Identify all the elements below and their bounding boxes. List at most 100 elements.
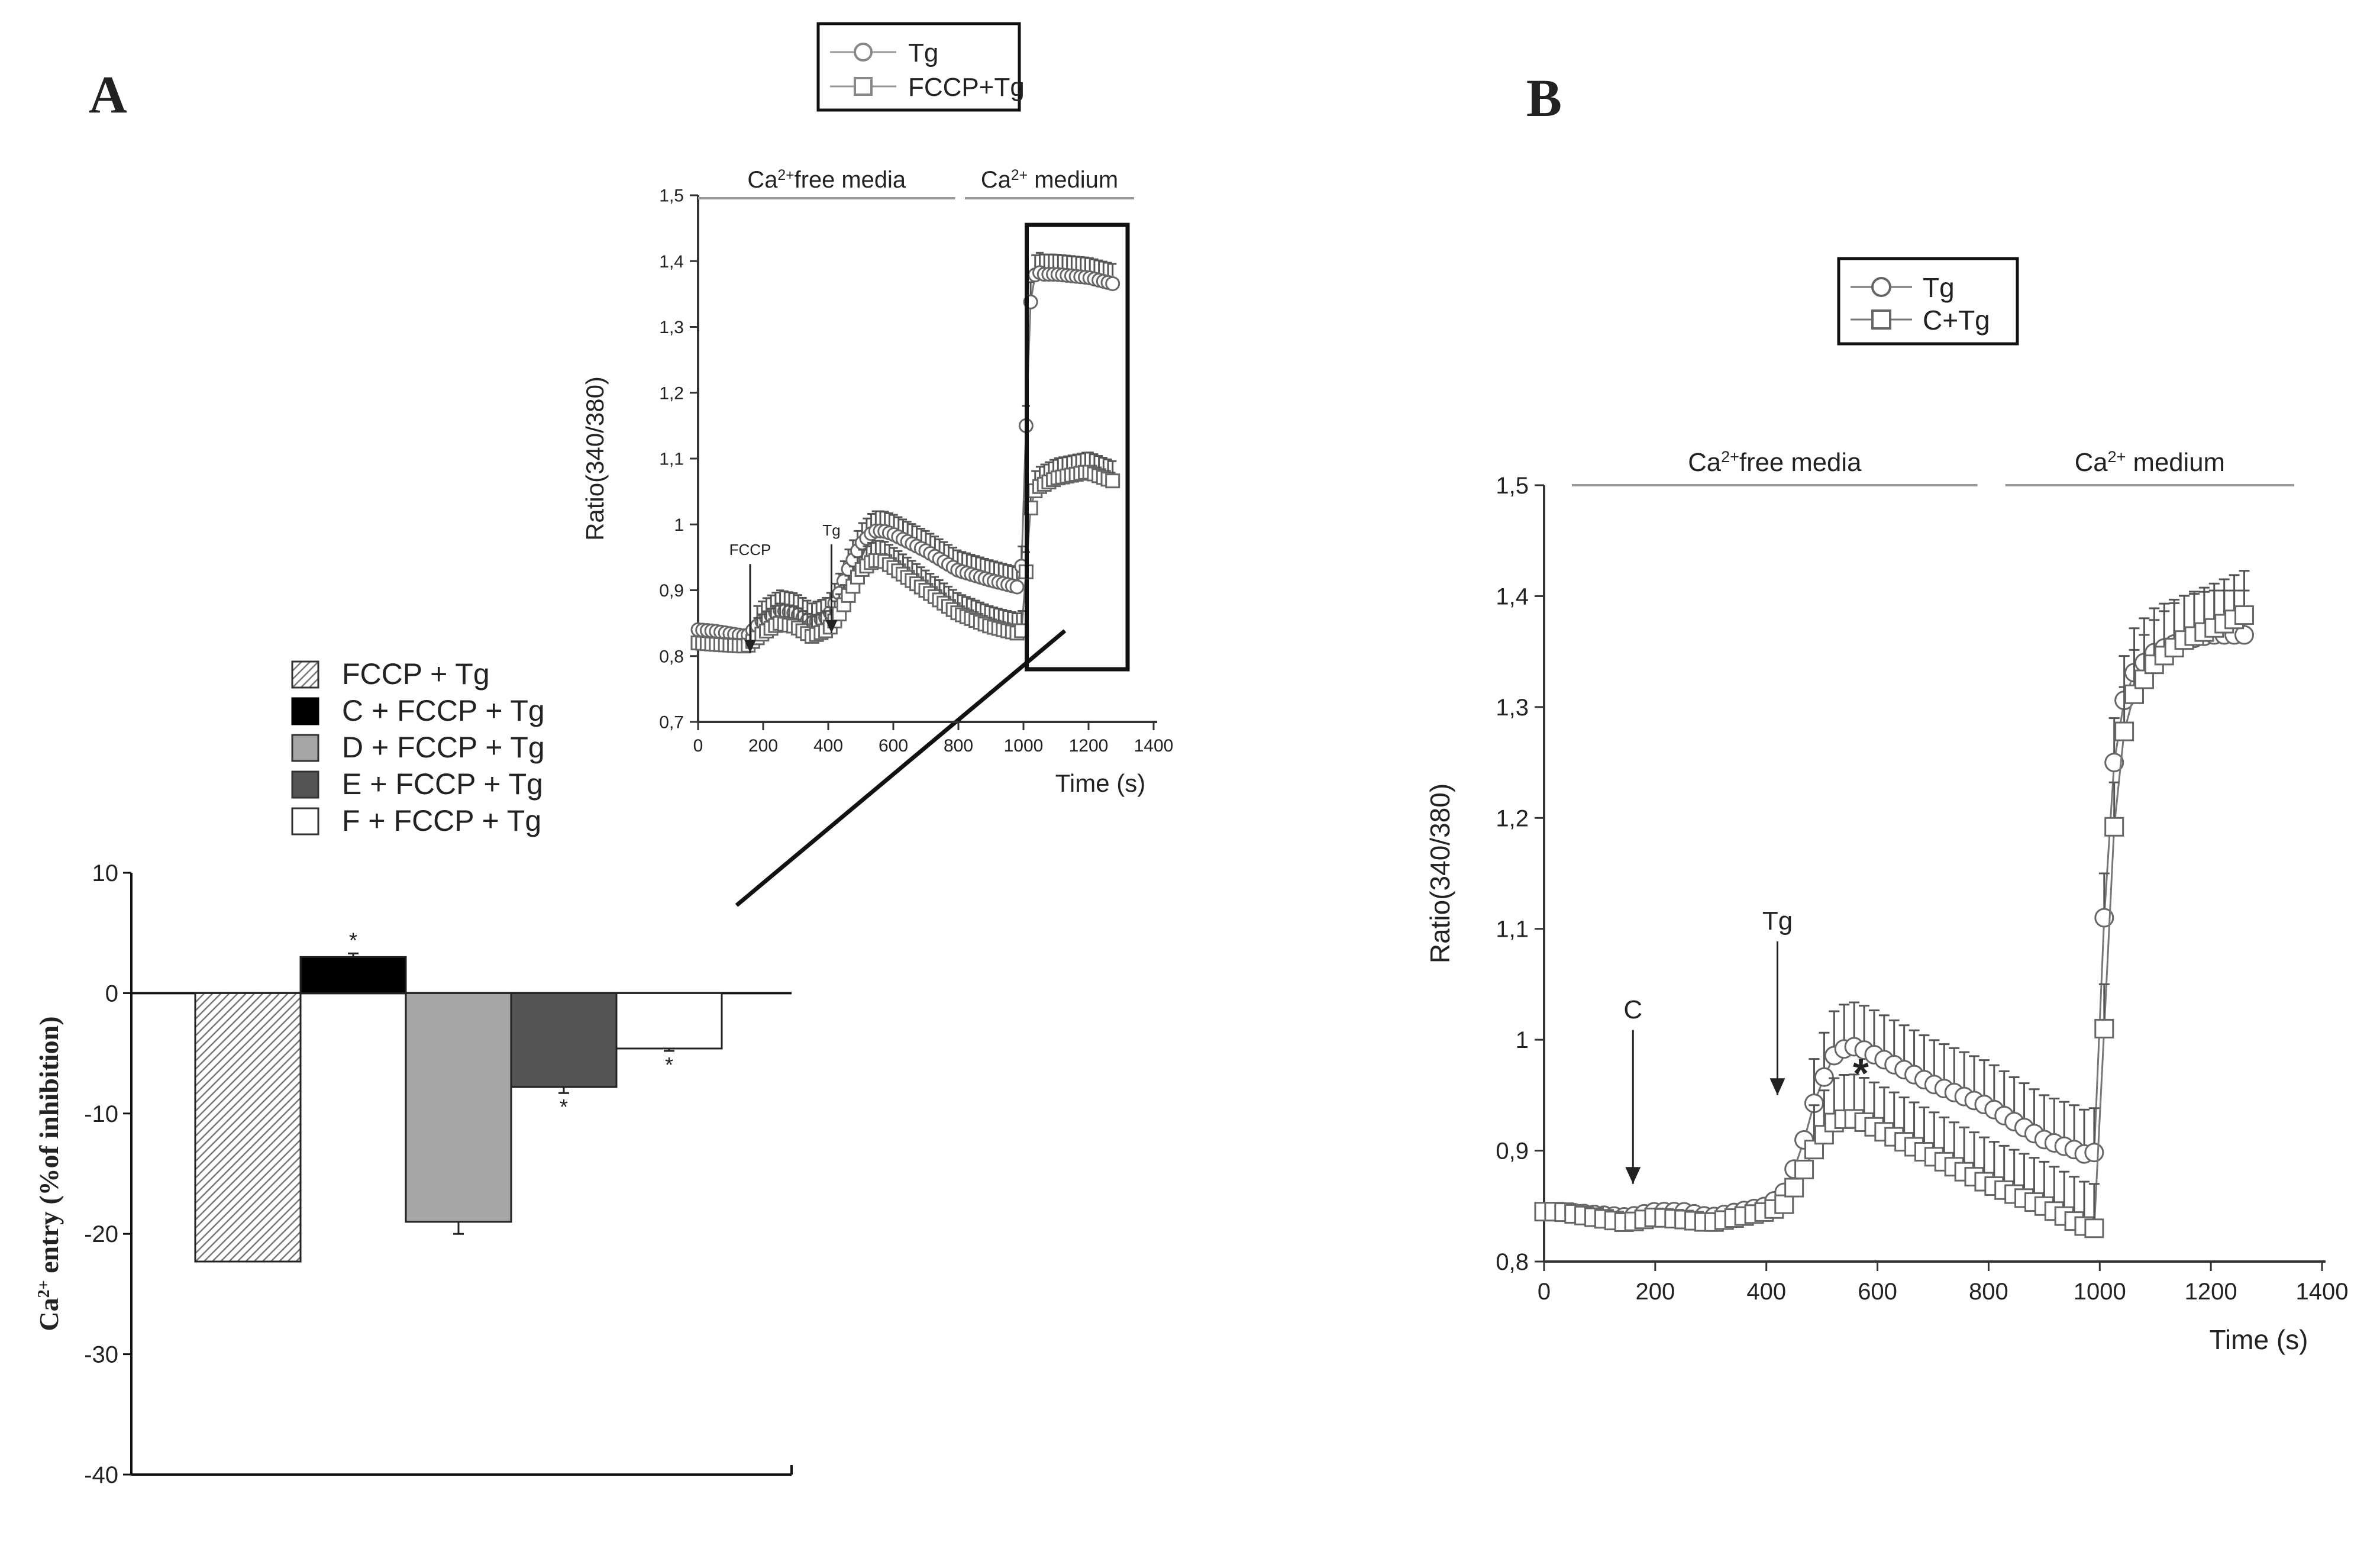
inset-y-tick-label: 1,4: [659, 252, 684, 272]
bar-y-tick-label: -20: [84, 1221, 118, 1247]
panelB-period-ca: Ca: [2075, 448, 2108, 477]
panelB-y-tick-label: 1: [1516, 1027, 1529, 1053]
bar-legend-swatch-4: [291, 770, 319, 799]
panelB-x-tick-label: 0: [1538, 1279, 1551, 1305]
panelB-point-0: [2084, 1143, 2104, 1163]
inset-point-0: [1009, 579, 1025, 595]
panelB-significance-star: *: [1853, 1050, 1869, 1096]
inset-point-0: [1105, 276, 1120, 291]
panelB-point-0: [2104, 753, 2124, 773]
bar-legend-swatch-3: [291, 734, 319, 762]
bar-plot: 10 0 -10 -20 -30 -40 Ca2+ entry (%of inhibitio…: [34, 860, 793, 1488]
inset-plot: 0,7 0,8 0,9 1 1,1 1,2 1,3 1,4 1,5 0 200 400 600 800 10…: [581, 167, 1173, 797]
panelB-x-tick-label: 1200: [2185, 1279, 2237, 1305]
inset-y-tick-label: 1,5: [659, 186, 684, 206]
bar-4: [510, 992, 618, 1088]
bar-legend-swatch-5: [291, 807, 319, 836]
panelB-x-tick-label: 1400: [2296, 1279, 2349, 1305]
panelB-x-tick-label: 1000: [2074, 1279, 2126, 1305]
inset-x-axis-label: Time (s): [1055, 769, 1145, 797]
inset-legend-label-tg: Tg: [908, 38, 938, 67]
panelB-point-0: [2234, 625, 2254, 645]
legend-square-icon: [1871, 309, 1891, 330]
panelB-x-tick-label: 400: [1746, 1279, 1786, 1305]
panelB-point-1: [2094, 1018, 2114, 1038]
inset-period-label-1: Ca2+ medium: [981, 167, 1118, 193]
panelB-period-sup: 2+: [2108, 447, 2126, 466]
panelB-annotation-label: C: [1623, 995, 1642, 1024]
panelB-y-tick-label: 1,1: [1496, 917, 1529, 943]
panelB-y-axis-label: Ratio(340/380): [1425, 783, 1455, 963]
inset-period-rest: free media: [795, 167, 906, 193]
panelB-y-tick-label: 0,8: [1496, 1249, 1529, 1275]
panelB-legend: Tg C+Tg: [1837, 257, 2019, 346]
inset-x-tick-label: 1200: [1069, 736, 1109, 756]
bar-legend-label-2: C + FCCP + Tg: [342, 694, 545, 727]
inset-y-tick-label: 0,7: [659, 713, 684, 733]
inset-x-tick-label: 1400: [1134, 736, 1174, 756]
bar-legend-swatch-2: [291, 697, 319, 725]
bar-y-tick-label: 0: [105, 980, 118, 1007]
inset-period-sup: 2+: [1011, 167, 1028, 183]
inset-period-rest: medium: [1028, 167, 1118, 193]
inset-arrow-head: [825, 620, 838, 633]
legend-circle-icon: [1871, 277, 1891, 297]
panelB-point-1: [1974, 1172, 1994, 1192]
inset-y-tick-label: 0,8: [659, 647, 684, 666]
panelB-point-1: [2104, 817, 2124, 837]
panelB-annotation-label: Tg: [1762, 907, 1793, 936]
legend-circle-icon: [854, 43, 873, 62]
inset-period-sup: 2+: [777, 167, 794, 183]
bar-legend-swatch-1: [291, 660, 319, 689]
bar-significance-star: *: [560, 1095, 568, 1119]
bar-y-axis-label-part: Ca: [34, 1298, 64, 1331]
panelB-x-tick-label: 200: [1635, 1279, 1675, 1305]
bar-y-tick-label: 10: [92, 860, 119, 886]
inset-annotation-label: FCCP: [729, 541, 771, 559]
zoom-connector-line: [735, 629, 1067, 907]
panelB-period-sup: 2+: [1721, 447, 1739, 466]
panelB-period-label-1: Ca2+ medium: [2075, 447, 2225, 478]
panel-label-b: B: [1526, 69, 1562, 128]
bar-y-tick-label: -40: [84, 1462, 118, 1488]
panelB-x-axis-label: Time (s): [2210, 1324, 2308, 1355]
inset-y-axis-label: Ratio(340/380): [581, 376, 609, 541]
panelB-arrow-head: [1769, 1078, 1785, 1095]
bar-legend: FCCP + Tg C + FCCP + Tg D + FCCP + Tg E …: [291, 657, 545, 837]
panelB-x-tick-label: 800: [1969, 1279, 2008, 1305]
panelB-point-1: [1914, 1141, 1934, 1162]
inset-x-tick-label: 600: [879, 736, 908, 756]
panelB-y-tick-label: 1,3: [1496, 695, 1529, 721]
inset-legend-label-fccp-tg: FCCP+Tg: [908, 73, 1025, 102]
panelB-period-label-0: Ca2+free media: [1688, 447, 1862, 478]
panelB-x-tick-label: 600: [1858, 1279, 1897, 1305]
inset-x-tick-label: 800: [944, 736, 973, 756]
bar-y-axis-label-part: entry (%of inhibition): [34, 1016, 64, 1280]
panelB-arrow-head: [1625, 1167, 1641, 1184]
panelB-period-ca: Ca: [1688, 448, 1722, 477]
inset-highlight-box: [1025, 222, 1130, 672]
inset-period-ca: Ca: [981, 167, 1012, 193]
bar-y-axis-label-part: 2+: [35, 1280, 53, 1298]
panelB-point-1: [1784, 1178, 1804, 1198]
bar-significance-star: *: [349, 928, 357, 952]
inset-x-tick-label: 200: [748, 736, 778, 756]
panelB-point-1: [2234, 605, 2254, 625]
inset-point-1: [1105, 473, 1120, 489]
bar-y-tick-label: -30: [84, 1342, 118, 1368]
panelB-point-1: [2114, 721, 2134, 741]
bar-legend-label-4: E + FCCP + Tg: [342, 767, 543, 801]
inset-x-tick-label: 1000: [1004, 736, 1044, 756]
panelB-point-1: [2084, 1218, 2104, 1238]
panelB-y-tick-label: 1,2: [1496, 805, 1529, 831]
bar-5: [615, 992, 723, 1050]
legend-square-icon: [854, 77, 873, 96]
panelB-point-1: [1774, 1194, 1794, 1214]
bar-y-tick-label: -10: [84, 1101, 118, 1127]
inset-period-label-0: Ca2+free media: [747, 167, 906, 193]
panelB-y-tick-label: 0,9: [1496, 1138, 1529, 1165]
panelB-period-rest: medium: [2126, 448, 2225, 477]
inset-period-ca: Ca: [747, 167, 778, 193]
panelB-y-tick-label: 1,4: [1496, 583, 1529, 609]
